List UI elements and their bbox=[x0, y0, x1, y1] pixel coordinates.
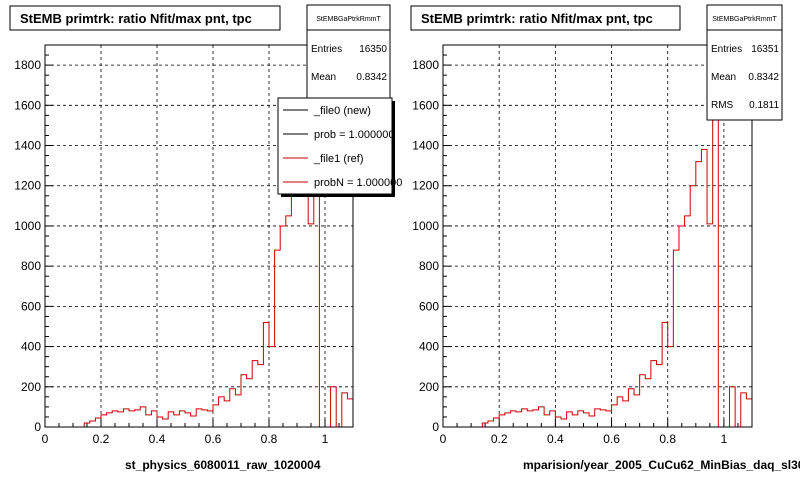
stats-label: Mean bbox=[311, 72, 336, 83]
title-box bbox=[410, 5, 681, 31]
stats-box bbox=[306, 4, 391, 101]
legend-entry-label: prob = 1.000000 bbox=[314, 129, 394, 141]
y-tick-label: 1400 bbox=[412, 139, 439, 153]
y-tick-label: 400 bbox=[419, 340, 439, 354]
histogram-panel-left: 0 0.2 0.4 0.6 0.8 1 0 200 400 600 800 1000 1200 1400 1… bbox=[9, 4, 402, 472]
legend-box bbox=[277, 97, 393, 195]
y-tick-label: 800 bbox=[21, 259, 41, 273]
title-box bbox=[9, 5, 281, 31]
y-tick-label: 0 bbox=[34, 420, 41, 434]
histogram-series-line bbox=[443, 60, 752, 428]
y-tick-label: 1000 bbox=[412, 219, 439, 233]
y-tick-label: 200 bbox=[21, 380, 41, 394]
x-tick-label: 0 bbox=[440, 432, 447, 446]
histogram-panel-right: 0 0.2 0.4 0.6 0.8 1 0 200 400 600 800 1000 1200 1400 1… bbox=[410, 4, 800, 472]
y-tick-label: 400 bbox=[21, 340, 41, 354]
x-tick-label: 1 bbox=[721, 432, 728, 446]
stats-value: 0.1811 bbox=[749, 100, 779, 111]
stats-title: StEMBGaPtrkRmmT bbox=[712, 16, 777, 23]
y-tick-label: 1200 bbox=[412, 179, 439, 193]
legend-entry-label: probN = 1.000000 bbox=[314, 177, 402, 189]
x-tick-label: 0.4 bbox=[547, 432, 564, 446]
plot-border bbox=[44, 44, 354, 428]
x-tick-label: 0.4 bbox=[149, 432, 166, 446]
x-tick-label: 0 bbox=[42, 432, 49, 446]
y-tick-label: 600 bbox=[419, 299, 439, 313]
y-tick-label: 1600 bbox=[412, 98, 439, 112]
x-tick-label: 1 bbox=[322, 432, 329, 446]
y-tick-label: 0 bbox=[432, 420, 439, 434]
y-tick-label: 1600 bbox=[14, 98, 41, 112]
stats-value: 16351 bbox=[751, 44, 779, 55]
x-tick-label: 0.8 bbox=[261, 432, 278, 446]
panel-title: StEMB primtrk: ratio Nfit/max pnt, tpc bbox=[421, 11, 653, 26]
x-tick-label: 0.6 bbox=[205, 432, 222, 446]
stats-label: Mean bbox=[711, 72, 736, 83]
y-tick-label: 1800 bbox=[412, 58, 439, 72]
y-tick-label: 600 bbox=[21, 299, 41, 313]
stats-value: 16350 bbox=[359, 44, 387, 55]
x-axis-label: st_physics_6080011_raw_1020004 bbox=[125, 458, 321, 472]
stats-label: Entries bbox=[311, 44, 342, 55]
y-tick-label: 1200 bbox=[14, 179, 41, 193]
y-tick-label: 1000 bbox=[14, 219, 41, 233]
y-tick-label: 1400 bbox=[14, 139, 41, 153]
y-tick-label: 800 bbox=[419, 259, 439, 273]
x-tick-label: 0.6 bbox=[603, 432, 620, 446]
plot-frame bbox=[442, 44, 753, 428]
stats-label: Entries bbox=[711, 44, 742, 55]
stats-value: 0.8342 bbox=[356, 72, 387, 83]
y-tick-label: 200 bbox=[419, 380, 439, 394]
legend-entry-label: _file0 (new) bbox=[313, 105, 371, 117]
stats-label: RMS bbox=[711, 100, 734, 111]
x-axis-label: mparision/year_2005_CuCu62_MinBias_daq_s… bbox=[523, 458, 800, 472]
stats-value: 0.8342 bbox=[748, 72, 779, 83]
panel-title: StEMB primtrk: ratio Nfit/max pnt, tpc bbox=[20, 11, 252, 26]
y-tick-label: 1800 bbox=[14, 58, 41, 72]
x-tick-label: 0.2 bbox=[93, 432, 110, 446]
x-tick-label: 0.8 bbox=[659, 432, 676, 446]
x-tick-label: 0.2 bbox=[491, 432, 508, 446]
legend-entry-label: _file1 (ref) bbox=[313, 153, 364, 165]
plot-border bbox=[442, 44, 753, 428]
stats-title: StEMBGaPtrkRmmT bbox=[316, 16, 381, 23]
stats-box bbox=[706, 4, 783, 121]
